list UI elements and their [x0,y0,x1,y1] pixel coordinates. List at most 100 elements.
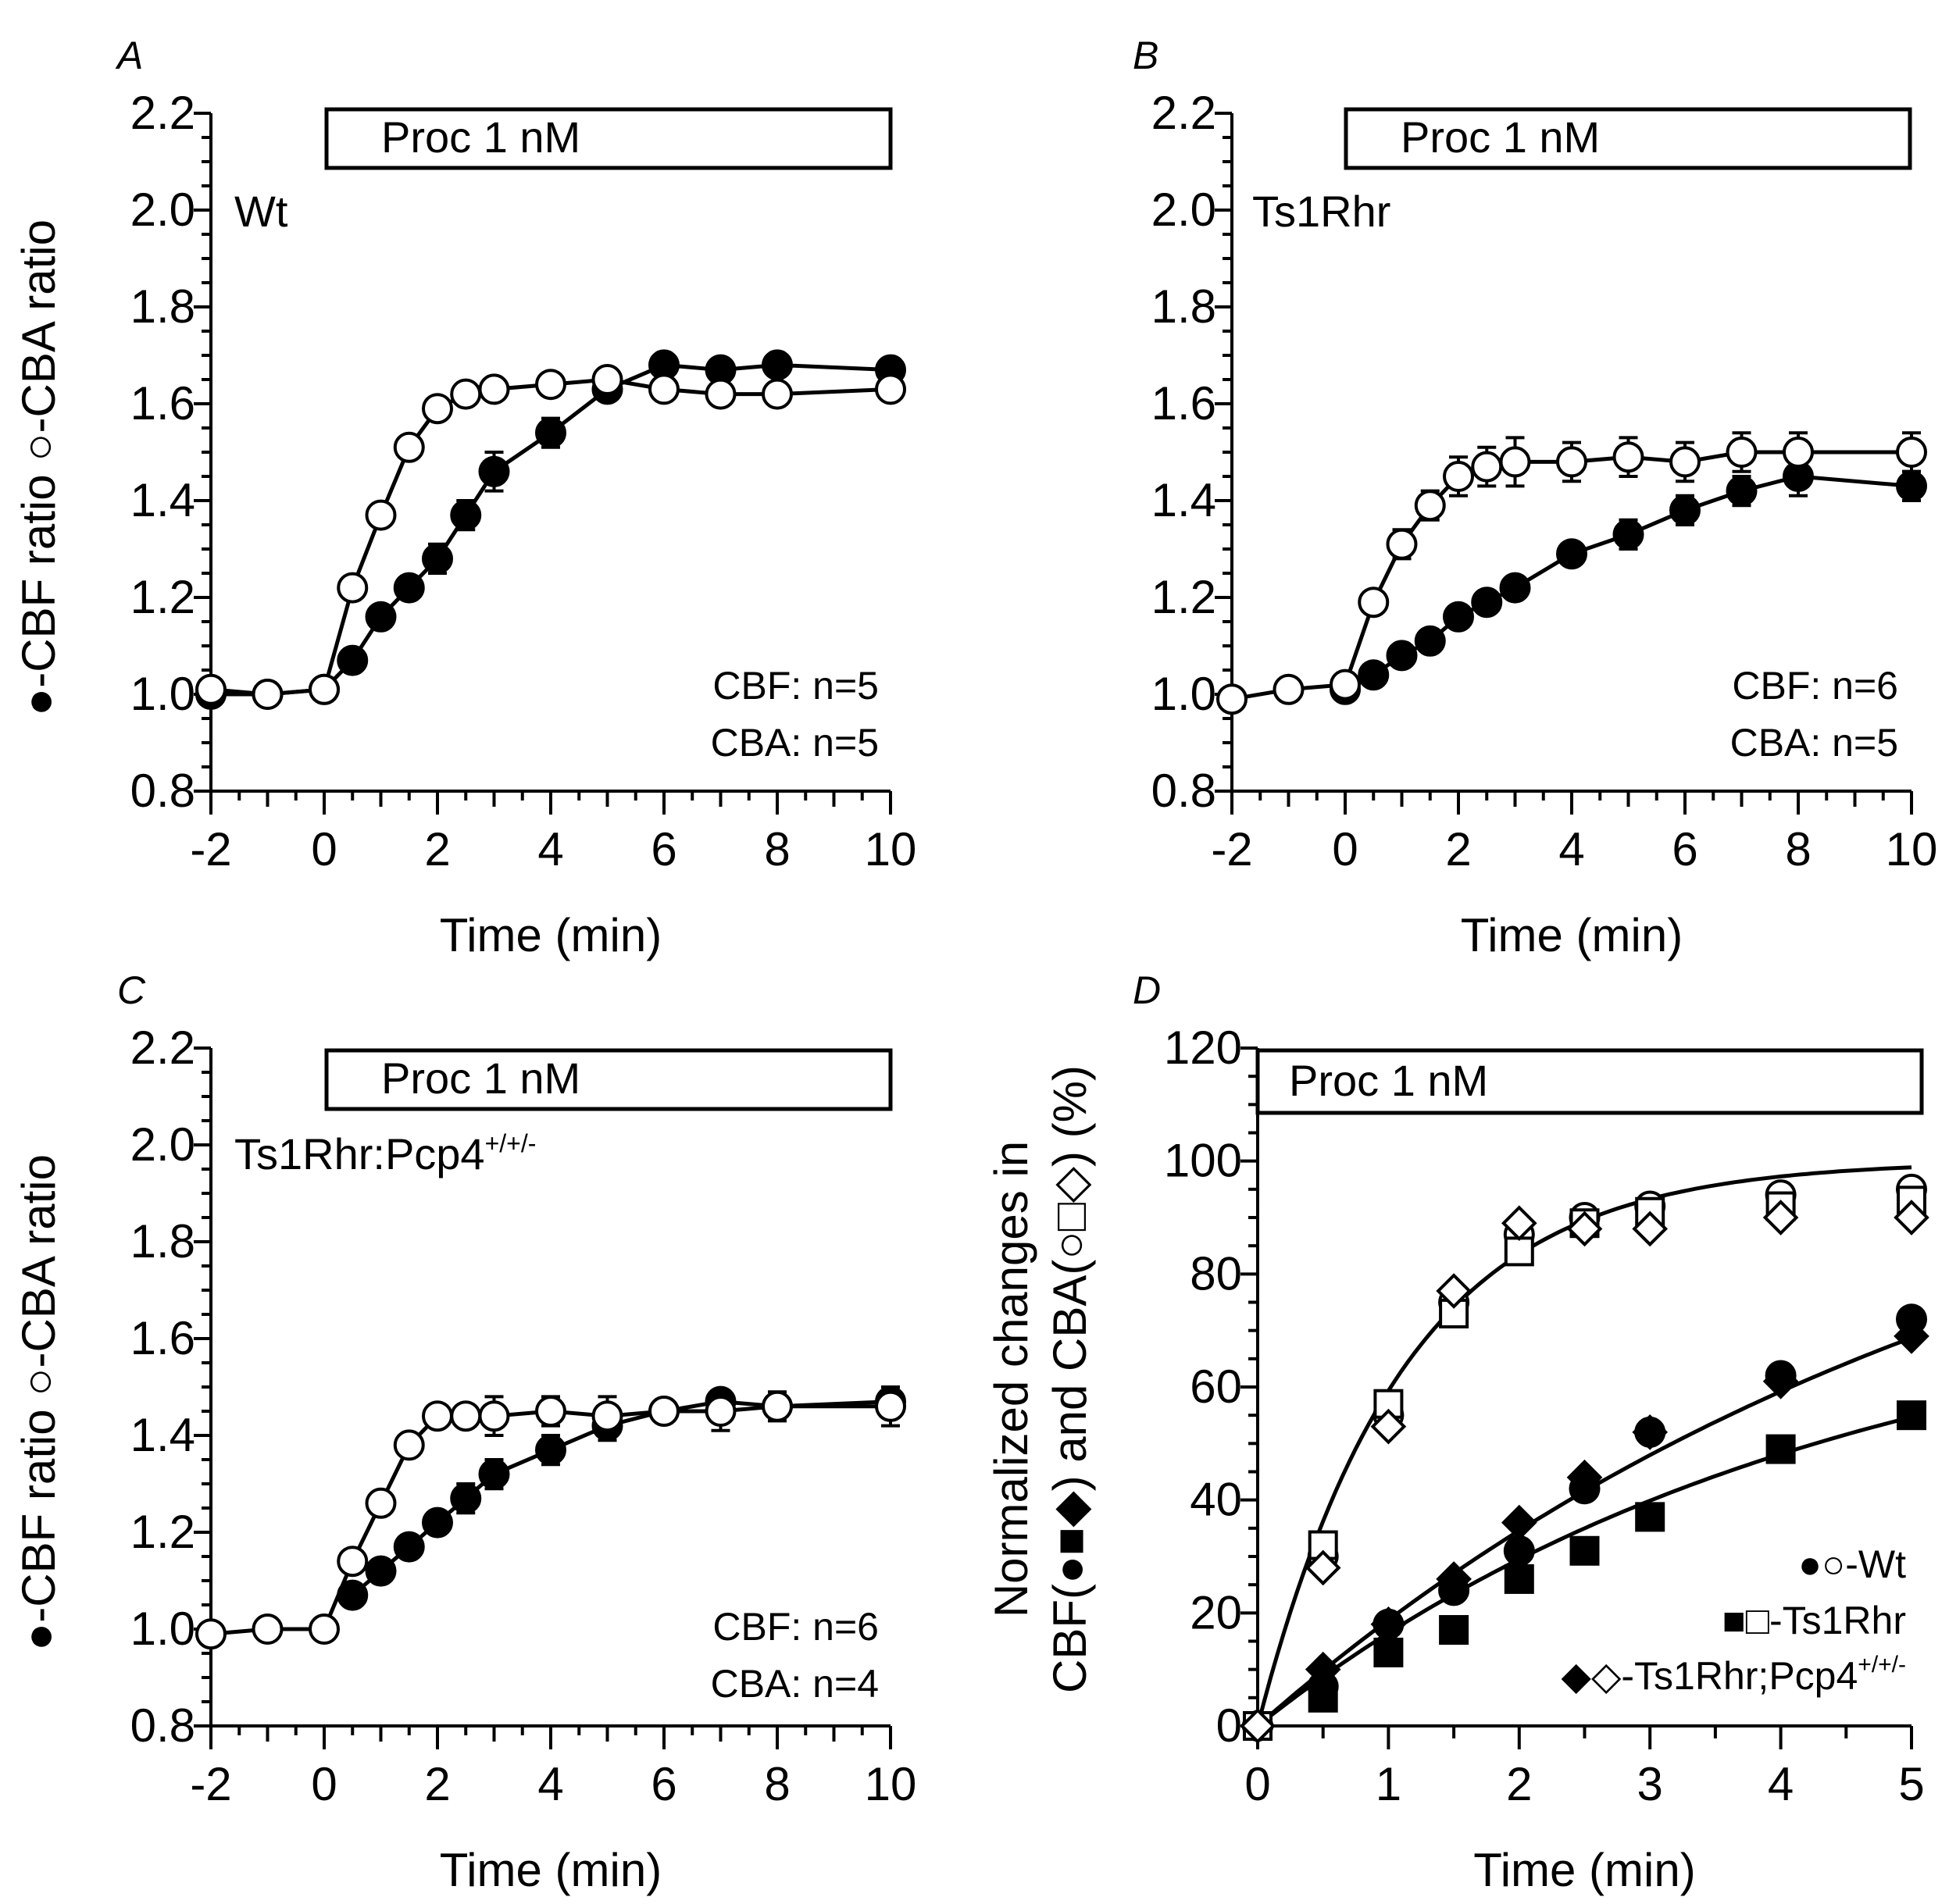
data-point [393,1429,425,1461]
x-tick-label: 6 [651,823,676,875]
drug-box [324,1048,893,1111]
data-point [393,1531,425,1563]
y-tick-label: 1.6 [1151,377,1216,430]
data-point [1894,1200,1929,1235]
y-tick-label: 2.0 [1151,184,1216,236]
data-point [1308,1682,1338,1713]
data-point [450,1482,482,1514]
data-point [1471,587,1503,619]
x-tick-label: 10 [865,1758,917,1810]
n-label-cba: CBA: n=5 [711,721,879,765]
y-tick-label: 1.4 [1151,474,1216,526]
x-tick-label: 0 [1244,1758,1270,1810]
x-tick-label: 8 [764,1758,790,1810]
data-point [1556,538,1587,570]
data-point [648,1396,680,1427]
data-point [1439,1615,1469,1645]
x-tick-label: 6 [1672,823,1697,875]
n-label-cbf: CBF: n=6 [712,1605,879,1649]
data-point [1726,475,1758,507]
data-point [1273,673,1305,705]
y-tick-label: 1.2 [130,571,195,623]
data-point [393,431,425,463]
x-tick-label: 10 [1886,823,1938,875]
fit-curve [1256,1415,1912,1728]
x-tick-label: 2 [424,823,450,875]
x-tick-label: 0 [311,823,337,875]
y-tick-label: 1.2 [130,1506,195,1558]
data-point [1896,470,1927,502]
series-cbf-ts1rhr-pcp4 [1240,1318,1929,1744]
y-tick-label: 2.2 [130,87,195,139]
data-point [648,373,680,405]
data-point [535,1434,566,1466]
data-point [1471,451,1503,483]
data-point [195,1618,227,1650]
x-tick-label: 8 [1785,823,1811,875]
x-tick-label: 8 [764,823,790,875]
n-label-cbf: CBF: n=6 [1732,664,1898,708]
series-cbf-ts1rhr [1243,1400,1926,1741]
y-tick-label: 40 [1190,1474,1242,1526]
x-tick-label: -2 [190,1758,231,1810]
data-point [478,455,510,487]
data-point [1566,1459,1603,1496]
n-label-cbf: CBF: n=5 [712,664,879,708]
x-tick-label: -2 [190,823,231,875]
x-tick-label: 3 [1637,1758,1663,1810]
panel-letter: C [117,968,146,1012]
data-point [875,1390,906,1422]
data-point [450,1400,482,1432]
genotype-label: Wt [234,187,288,236]
data-point [1501,1205,1537,1242]
y-tick-label: 1.4 [130,1409,195,1461]
data-point [450,499,482,531]
data-point [450,378,482,410]
data-point [1358,659,1390,691]
x-tick-label: 4 [537,1758,563,1810]
y-axis-title-line1: Normalized changes in [985,1141,1037,1617]
x-tick-label: 4 [1558,823,1584,875]
data-point [875,373,906,405]
data-point [1373,1637,1404,1667]
x-axis-title: Time (min) [1473,1844,1695,1896]
data-point [1894,1318,1929,1354]
series-cba [195,1385,906,1650]
y-tick-label: 1.8 [130,280,195,333]
data-point [1414,490,1446,522]
data-point [422,393,453,425]
x-tick-label: 0 [311,1758,337,1810]
x-tick-label: 2 [424,1758,450,1810]
data-point [1762,1363,1799,1399]
x-axis-title: Time (min) [440,1844,662,1896]
series-cba [195,364,906,710]
data-point [1783,437,1814,468]
panel-letter: A [115,34,143,77]
data-point [1370,1606,1407,1642]
data-point [365,601,397,633]
x-tick-label: 2 [1445,823,1471,875]
data-point [1669,446,1701,478]
data-point [337,572,369,604]
data-point [1330,669,1361,701]
drug-box-label: Proc 1 nM [381,112,580,162]
data-point [1443,461,1474,492]
y-tick-label: 1.0 [1151,668,1216,720]
data-point [195,673,227,705]
data-point [1669,494,1701,526]
data-point [762,1390,793,1422]
n-label-cba: CBA: n=5 [1730,721,1898,765]
drug-box-label: Proc 1 nM [1401,112,1600,162]
data-point [337,1546,369,1578]
data-point [1370,1408,1407,1445]
y-tick-label: 2.0 [130,1118,195,1171]
y-tick-label: 1.4 [130,474,195,526]
y-tick-label: 100 [1164,1135,1242,1187]
data-point [762,349,793,381]
genotype-label: Ts1Rhr [1252,187,1390,236]
panel-d: 0 20 40 60 80 100 120 0 1 2 3 4 5 Time (min) Normalize… [985,968,1929,1896]
y-tick-label: 0.8 [1151,765,1216,817]
data-point [591,364,623,395]
data-point [1632,1414,1669,1450]
